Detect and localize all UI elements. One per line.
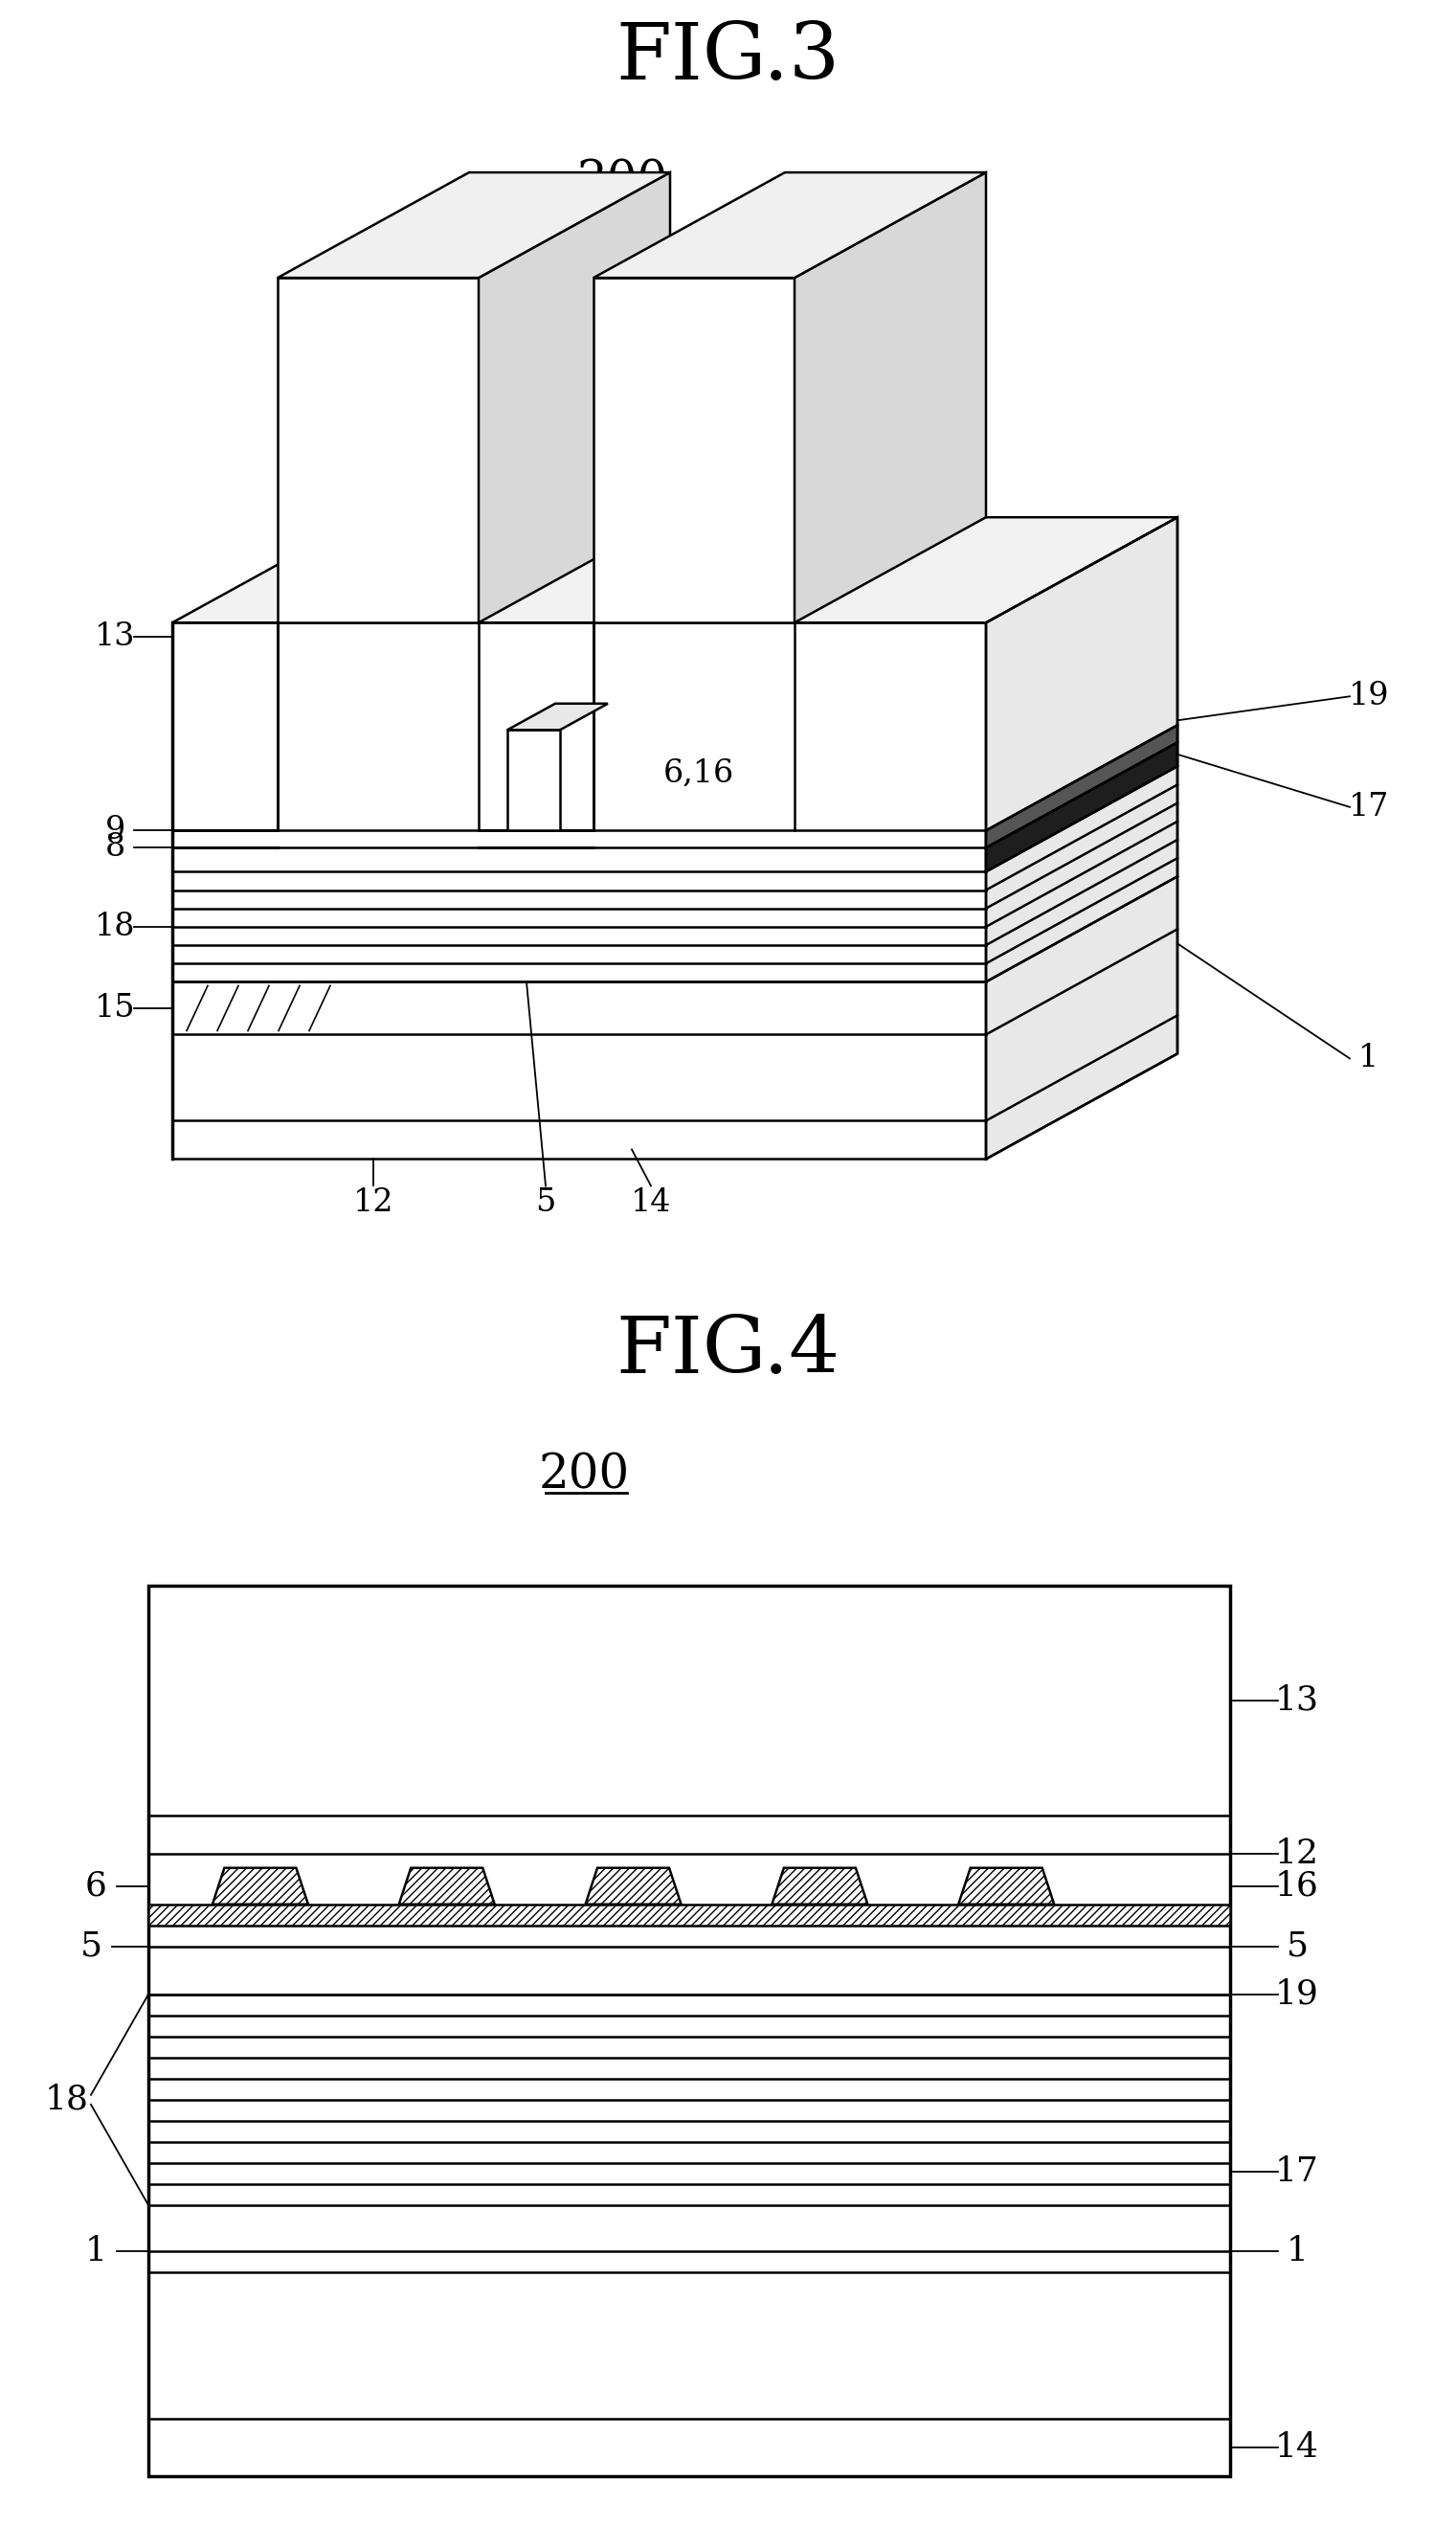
Text: 12: 12 [352, 1187, 393, 1218]
Text: FIG.4: FIG.4 [616, 1312, 840, 1389]
Text: 18: 18 [95, 912, 135, 943]
Polygon shape [213, 1868, 309, 1903]
Polygon shape [479, 173, 670, 622]
Polygon shape [986, 517, 1178, 1159]
Bar [149, 1903, 1230, 1926]
Text: 1: 1 [1358, 1042, 1379, 1073]
Polygon shape [278, 173, 670, 278]
Bar [149, 1585, 1230, 2477]
Polygon shape [507, 703, 607, 729]
Text: 200: 200 [577, 158, 668, 206]
Text: 13: 13 [95, 622, 135, 652]
Text: 5: 5 [536, 1187, 556, 1218]
Polygon shape [772, 1868, 868, 1903]
Text: 8: 8 [105, 833, 125, 864]
Polygon shape [795, 173, 986, 622]
Text: 17: 17 [1275, 2156, 1319, 2189]
Text: FIG.3: FIG.3 [616, 20, 840, 97]
Polygon shape [507, 729, 561, 831]
Text: 15: 15 [95, 994, 135, 1024]
Text: 19: 19 [1275, 1977, 1319, 2010]
Text: 200: 200 [539, 1452, 629, 1498]
Polygon shape [594, 173, 986, 278]
Text: 17: 17 [1348, 792, 1389, 823]
Polygon shape [986, 741, 1178, 871]
Text: 9: 9 [105, 815, 125, 846]
Text: 1: 1 [1286, 2235, 1307, 2268]
Polygon shape [172, 517, 1178, 622]
Polygon shape [594, 278, 795, 622]
Text: 19: 19 [1348, 680, 1389, 711]
Text: 12: 12 [1275, 1837, 1319, 1870]
Polygon shape [585, 1868, 681, 1903]
Text: 5: 5 [80, 1931, 102, 1962]
Polygon shape [399, 1868, 495, 1903]
Text: 6,16: 6,16 [664, 757, 734, 787]
Text: 16: 16 [1275, 1870, 1319, 1903]
Text: 6: 6 [84, 1870, 106, 1903]
Polygon shape [958, 1868, 1054, 1903]
Polygon shape [278, 278, 479, 622]
Text: 14: 14 [1275, 2431, 1319, 2464]
Text: 14: 14 [630, 1187, 671, 1218]
Text: 13: 13 [1275, 1684, 1319, 1717]
Text: 1: 1 [84, 2235, 106, 2268]
Polygon shape [986, 726, 1178, 848]
Polygon shape [172, 622, 986, 1159]
Text: 5: 5 [1286, 1931, 1307, 1962]
Text: 18: 18 [45, 2084, 89, 2115]
